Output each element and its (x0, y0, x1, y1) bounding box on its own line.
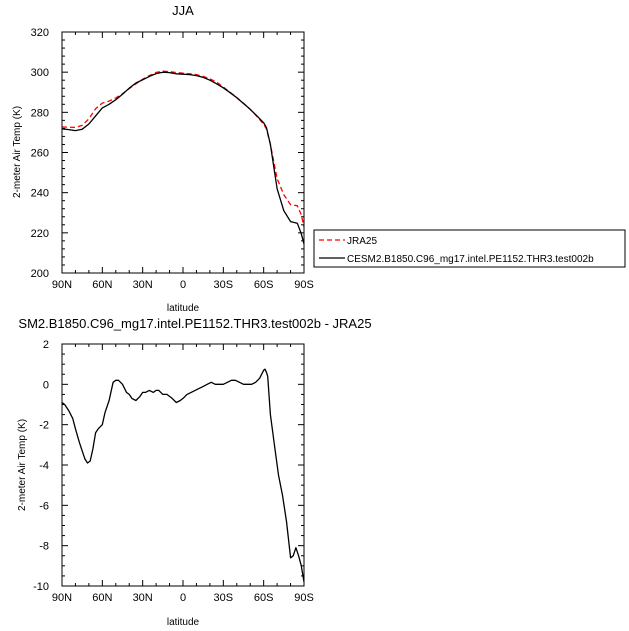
top-y-tick-label: 220 (31, 228, 49, 240)
bottom-y-tick-label: 2 (43, 339, 49, 351)
top-y-tick-label: 240 (31, 188, 49, 200)
bottom-x-tick-label: 0 (180, 592, 186, 604)
bottom-y-tick-label: 0 (43, 379, 49, 391)
top-x-tick-label: 30S (214, 279, 234, 291)
top-y-tick-label: 300 (31, 67, 49, 79)
bottom-y-tick-label: -2 (39, 420, 49, 432)
top-y-tick-label: 280 (31, 107, 49, 119)
bottom-y-tick-label: -8 (39, 541, 49, 553)
top-x-axis-label: latitude (167, 303, 200, 314)
top-series-line-1 (61, 71, 305, 245)
top-x-tick-label: 60N (92, 279, 112, 291)
top-plot-frame (61, 31, 305, 274)
top-series (61, 70, 305, 245)
top-y-tick-label: 200 (31, 268, 49, 280)
top-y-axis-label: 2-meter Air Temp (K) (12, 106, 23, 198)
top-x-tick-label: 0 (180, 279, 186, 291)
legend-label-cesm2: CESM2.B1850.C96_mg17.intel.PE1152.THR3.t… (347, 254, 594, 265)
bottom-x-tick-label: 60N (92, 592, 112, 604)
bottom-series (61, 368, 305, 583)
bottom-x-tick-label: 30N (133, 592, 153, 604)
bottom-x-axis-label: latitude (167, 617, 200, 628)
legend-box (313, 229, 626, 268)
top-y-tick-label: 260 (31, 148, 49, 160)
bottom-axes: 90N 60N 30N 0 30S 60S 90S -10 -8 -6 -4 -2 0 2 (33, 339, 314, 604)
bottom-x-tick-label: 60S (254, 592, 274, 604)
bottom-plot-frame (61, 343, 305, 587)
bottom-chart-title: SM2.B1850.C96_mg17.intel.PE1152.THR3.tes… (18, 316, 371, 331)
bottom-y-tick-label: -4 (39, 460, 49, 472)
bottom-y-axis-label: 2-meter Air Temp (K) (17, 419, 28, 511)
top-x-tick-label: 30N (133, 279, 153, 291)
bottom-y-tick-label: -6 (39, 500, 49, 512)
top-x-tick-label: 60S (254, 279, 274, 291)
bottom-x-tick-label: 90N (52, 592, 72, 604)
top-x-tick-label: 90S (294, 279, 314, 291)
top-x-tick-label: 90N (52, 279, 72, 291)
legend-label-jra25: JRA25 (347, 236, 377, 247)
legend: JRA25 CESM2.B1850.C96_mg17.intel.PE1152.… (313, 229, 626, 268)
top-panel: JJA 2-meter Air Temp (K) latitude 90N 60N… (12, 3, 314, 314)
bottom-x-tick-label: 30S (214, 592, 234, 604)
bottom-series-line-0 (61, 368, 305, 583)
bottom-x-tick-label: 90S (294, 592, 314, 604)
top-axes: 90N 60N 30N 0 30S 60S 90S 200 220 240 260 280 300 320 (31, 27, 314, 291)
bottom-panel: SM2.B1850.C96_mg17.intel.PE1152.THR3.tes… (17, 316, 372, 628)
bottom-y-tick-label: -10 (33, 581, 49, 593)
top-chart-title: JJA (172, 3, 194, 18)
top-series-line-0 (61, 70, 305, 227)
top-y-tick-label: 320 (31, 27, 49, 39)
